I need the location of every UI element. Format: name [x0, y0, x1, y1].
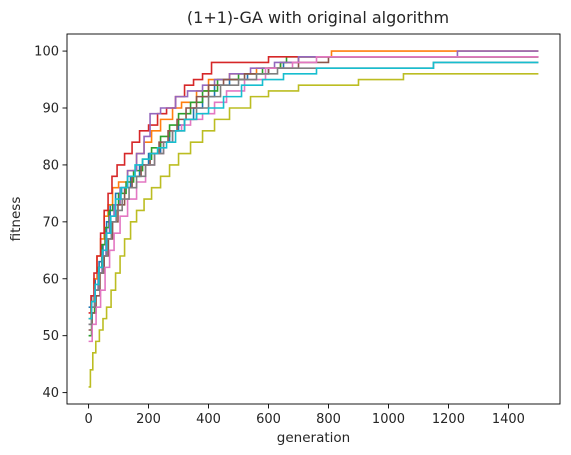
y-axis-ticks: 40 50 60 70 80 90 100	[34, 45, 67, 401]
series-line-4	[88, 55, 539, 314]
x-tick-label: 600	[256, 412, 281, 427]
y-tick-label: 60	[42, 272, 59, 287]
y-tick-label: 40	[42, 386, 59, 401]
x-axis-label: generation	[277, 430, 350, 446]
y-tick-label: 80	[42, 158, 59, 173]
x-tick-label: 200	[136, 412, 161, 427]
series-layer	[88, 50, 539, 388]
x-tick-label: 1400	[492, 412, 525, 427]
y-tick-label: 70	[42, 215, 59, 230]
y-axis-label: fitness	[8, 197, 24, 242]
series-line-10	[88, 61, 539, 320]
chart-title: (1+1)-GA with original algorithm	[187, 8, 449, 27]
x-tick-label: 400	[196, 412, 221, 427]
y-tick-label: 50	[42, 329, 59, 344]
y-tick-label: 100	[34, 45, 59, 60]
x-axis-ticks: 0 200 400 600 800 1000 1200 1400	[84, 404, 525, 427]
series-line-9	[88, 73, 539, 388]
y-tick-label: 90	[42, 102, 59, 117]
x-tick-label: 0	[84, 412, 92, 427]
plot-frame	[66, 33, 561, 405]
x-tick-label: 1200	[432, 412, 465, 427]
x-tick-label: 800	[316, 412, 341, 427]
x-tick-label: 1000	[372, 412, 405, 427]
